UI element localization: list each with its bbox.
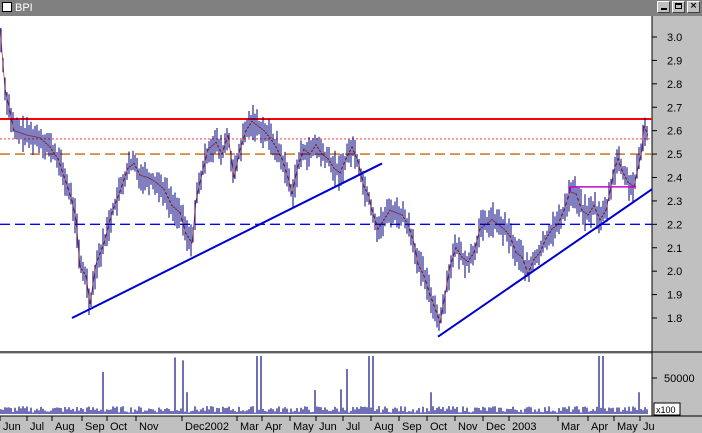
title-bar[interactable]: BPI ×	[0, 0, 702, 16]
volume-axis: 50000 x100	[652, 373, 695, 416]
trend-lines	[71, 162, 653, 338]
trendline-2002	[71, 162, 383, 319]
price-tick-label: 2.0	[667, 266, 682, 278]
time-axis-band	[0, 417, 702, 433]
time-axis-labels: Jun Jul Aug Sep Oct Nov Dec2002 Mar Apr May Jun Jul…	[0, 416, 655, 433]
price-tick-label: 2.2	[667, 219, 682, 231]
price-candles	[0, 27, 649, 331]
time-tick-label: Jun	[3, 421, 21, 433]
time-tick-label: May	[617, 421, 638, 433]
time-tick-label: Oct	[430, 421, 447, 433]
window-menu-icon[interactable]	[2, 2, 12, 12]
time-tick-label: Sep	[402, 421, 422, 433]
price-tick-label: 1.8	[667, 313, 682, 325]
time-tick-label: May	[293, 421, 314, 433]
minimize-button[interactable]	[657, 1, 670, 13]
price-tick-label: 2.4	[667, 173, 682, 185]
volume-multiplier: x100	[656, 405, 676, 415]
time-tick-label: Ju	[643, 421, 655, 433]
time-tick-label: Oct	[110, 421, 127, 433]
time-tick-label: Jun	[319, 421, 337, 433]
time-tick-label: Aug	[55, 421, 75, 433]
price-axis-labels: 1.8 1.9 2.0 2.1 2.2 2.3 2.4 2.5 2.6 2.7 2.8 2.9 3.0	[652, 32, 682, 325]
time-tick-label: Nov	[139, 421, 159, 433]
time-tick-label: Aug	[374, 421, 394, 433]
time-tick-label: Sep	[85, 421, 105, 433]
time-tick-label: Jul	[30, 421, 44, 433]
time-tick-label: Mar	[240, 421, 259, 433]
price-plot-area[interactable]	[0, 16, 652, 351]
price-tick-label: 2.7	[667, 102, 682, 114]
window-title: BPI	[15, 2, 33, 14]
time-tick-label: Apr	[265, 421, 282, 433]
volume-plot-area[interactable]	[0, 354, 652, 416]
price-tick-label: 2.3	[667, 196, 682, 208]
price-tick-label: 3.0	[667, 32, 682, 44]
volume-tick-label: 50000	[664, 373, 695, 385]
price-tick-label: 2.9	[667, 55, 682, 67]
volume-bars	[0, 356, 648, 414]
time-tick-label: 2003	[512, 421, 536, 433]
close-button[interactable]: ×	[687, 1, 700, 13]
trendline-2003	[437, 188, 653, 338]
price-tick-label: 2.5	[667, 149, 682, 161]
time-tick-label: Dec	[486, 421, 506, 433]
price-tick-label: 2.1	[667, 243, 682, 255]
time-tick-label: Nov	[458, 421, 478, 433]
maximize-button[interactable]	[672, 1, 685, 13]
consolidation-box	[569, 186, 636, 191]
time-tick-label: Mar	[561, 421, 580, 433]
price-chart[interactable]: 1.81.92.02.12.22.32.42.52.62.72.82.93.0 …	[0, 16, 702, 433]
time-tick-label: Dec2002	[185, 421, 229, 433]
time-tick-label: Jul	[346, 421, 360, 433]
price-tick-label: 2.6	[667, 126, 682, 138]
price-tick-label: 1.9	[667, 290, 682, 302]
time-tick-label: Apr	[591, 421, 608, 433]
price-close-line	[0, 27, 649, 325]
price-tick-label: 2.8	[667, 79, 682, 91]
